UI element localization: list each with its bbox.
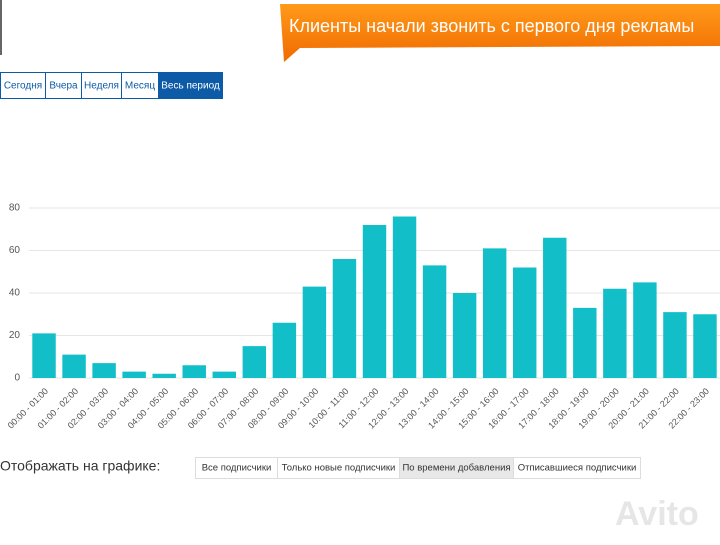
bar — [543, 237, 567, 378]
filter-option-label[interactable]: Только новые подписчики — [282, 463, 396, 474]
bar — [62, 354, 86, 378]
filter-options: Все подписчики Только новые подписчики По … — [195, 457, 641, 479]
tab[interactable] — [0, 72, 46, 99]
y-tick-label: 40 — [9, 288, 21, 299]
bar — [362, 225, 387, 378]
filter-label: Отображать на графике: — [0, 458, 160, 474]
bar — [603, 288, 627, 378]
filter-option-label[interactable]: Все подписчики — [202, 463, 272, 474]
banner-title: Клиенты начали звонить с первого дня рек… — [289, 16, 694, 36]
bar — [242, 346, 267, 378]
tab[interactable] — [158, 72, 223, 99]
bar — [693, 314, 717, 378]
bar — [482, 248, 507, 378]
bar — [122, 371, 146, 378]
bar — [92, 363, 116, 378]
tabs: Сегодня Вчера Неделя Месяц Весь период — [0, 72, 223, 99]
y-tick-label: 60 — [9, 245, 21, 256]
tab-label[interactable]: Весь период — [161, 81, 220, 92]
tab-label[interactable]: Неделя — [84, 81, 119, 92]
bar — [32, 333, 56, 378]
bar — [513, 267, 537, 378]
filter-option-label[interactable]: Отписавшиеся подписчики — [518, 463, 637, 474]
bar — [422, 265, 447, 378]
tab[interactable] — [81, 72, 122, 99]
bar — [152, 373, 176, 378]
tab-label[interactable]: Месяц — [125, 81, 155, 92]
y-tick-label: 20 — [9, 330, 21, 341]
tab[interactable] — [121, 72, 159, 99]
bar — [452, 293, 477, 378]
filter-option-label[interactable]: По времени добавления — [402, 463, 510, 474]
bar — [212, 371, 236, 378]
bar — [573, 307, 597, 378]
bar — [302, 286, 327, 378]
bar — [663, 312, 687, 378]
banner — [280, 4, 720, 62]
y-tick-label: 0 — [14, 373, 20, 384]
y-tick-label: 80 — [9, 203, 21, 214]
bar — [633, 282, 657, 378]
tab-label[interactable]: Вчера — [49, 81, 78, 92]
bar — [182, 365, 206, 378]
bar — [332, 259, 357, 378]
bar — [392, 216, 417, 378]
watermark: Avito — [615, 495, 699, 533]
tab-label[interactable]: Сегодня — [4, 81, 42, 92]
bar — [272, 322, 297, 378]
filter-option[interactable] — [513, 457, 641, 479]
